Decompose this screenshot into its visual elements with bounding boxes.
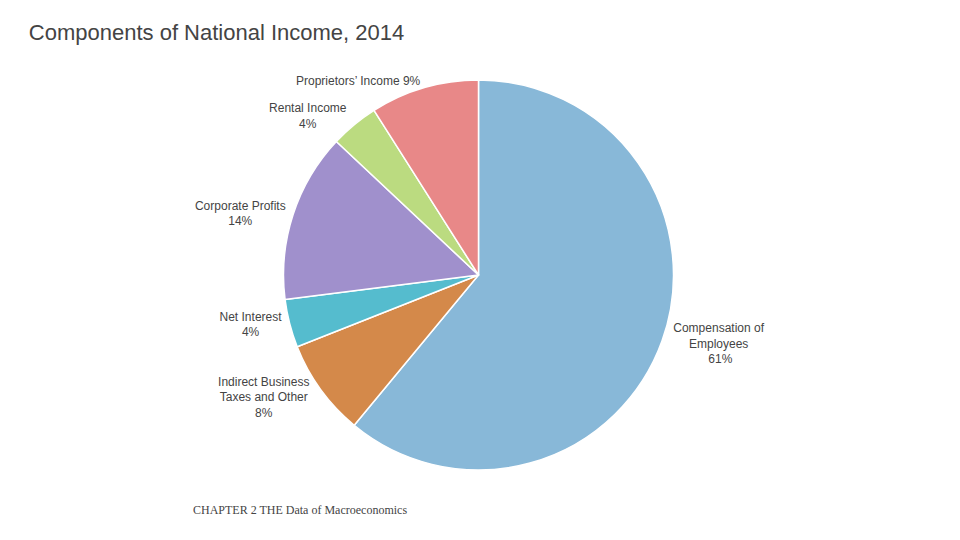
svg-text:CHAPTER 2 THE Data of Macroeco: CHAPTER 2 THE Data of Macroeconomics [193,503,407,517]
svg-text:Net Interest4%: Net Interest4% [220,310,283,340]
svg-text:Rental Income4%: Rental Income4% [269,101,347,131]
svg-text:Components of National Income,: Components of National Income, 2014 [29,20,404,45]
svg-text:Proprietors’ Income 9%: Proprietors’ Income 9% [296,74,421,88]
svg-text:Compensation ofEmployees 61%: Compensation ofEmployees 61% [673,321,764,366]
svg-text:Indirect BusinessTaxes and Oth: Indirect BusinessTaxes and Other8% [218,375,309,420]
svg-text:Corporate Profits14%: Corporate Profits14% [195,199,286,229]
